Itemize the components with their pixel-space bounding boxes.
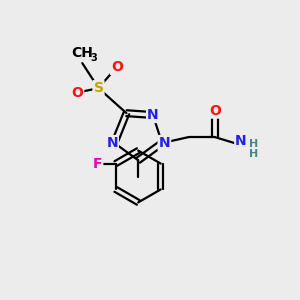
Text: N: N	[106, 136, 118, 150]
Text: H: H	[250, 140, 259, 149]
Text: 3: 3	[91, 52, 97, 62]
Text: CH: CH	[71, 46, 93, 60]
Text: S: S	[94, 81, 103, 95]
Text: N: N	[159, 136, 170, 150]
Text: N: N	[235, 134, 247, 148]
Text: O: O	[209, 103, 221, 118]
Text: F: F	[93, 157, 102, 170]
Text: O: O	[71, 85, 83, 100]
Text: H: H	[250, 149, 259, 159]
Text: O: O	[111, 60, 123, 74]
Text: N: N	[147, 108, 159, 122]
